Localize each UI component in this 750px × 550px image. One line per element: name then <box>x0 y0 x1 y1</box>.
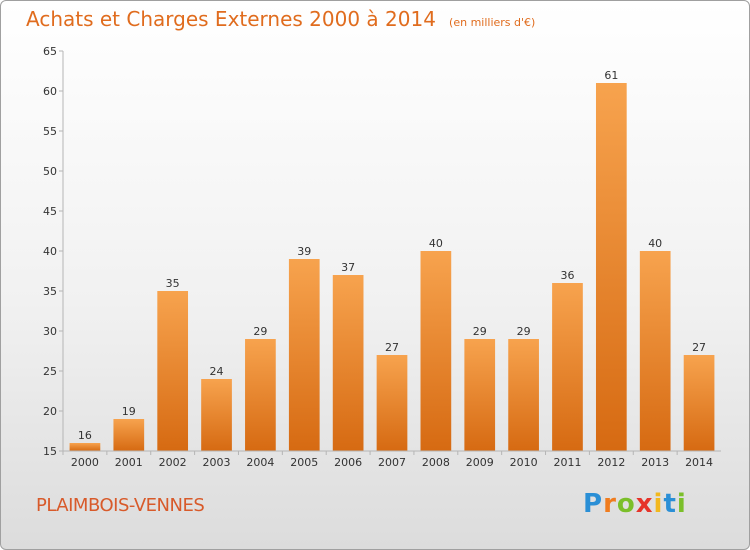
bar-value-label: 40 <box>429 237 443 250</box>
bar <box>288 259 320 451</box>
bar <box>201 379 232 451</box>
x-tick-label: 2002 <box>159 456 187 469</box>
bar-value-label: 27 <box>692 341 706 354</box>
bar <box>332 275 364 451</box>
proxiti-logo: Proxiti <box>583 489 687 519</box>
y-tick-label: 55 <box>43 125 57 138</box>
x-tick-label: 2001 <box>115 456 143 469</box>
y-tick-label: 25 <box>43 365 57 378</box>
bar <box>113 419 145 451</box>
y-tick-label: 15 <box>43 445 57 458</box>
x-tick-label: 2005 <box>290 456 318 469</box>
bar-value-label: 40 <box>648 237 662 250</box>
bar-value-label: 29 <box>517 325 531 338</box>
bar-value-label: 36 <box>560 269 574 282</box>
x-tick-label: 2013 <box>641 456 669 469</box>
x-tick-label: 2014 <box>685 456 713 469</box>
bar <box>464 339 496 451</box>
y-tick-label: 35 <box>43 285 57 298</box>
bar <box>639 251 671 451</box>
x-tick-label: 2010 <box>510 456 538 469</box>
bar <box>595 83 627 451</box>
x-tick-label: 2007 <box>378 456 406 469</box>
x-tick-label: 2011 <box>553 456 581 469</box>
chart-header: Achats et Charges Externes 2000 à 2014 (… <box>26 7 535 31</box>
y-tick-label: 30 <box>43 325 57 338</box>
bar-value-label: 27 <box>385 341 399 354</box>
bar <box>683 355 715 451</box>
y-tick-label: 60 <box>43 85 57 98</box>
bar <box>420 251 452 451</box>
logo-letter: x <box>635 489 654 519</box>
town-name: PLAIMBOIS-VENNES <box>36 495 205 516</box>
logo-letter: o <box>616 489 636 519</box>
bar <box>508 339 539 451</box>
x-tick-label: 2003 <box>203 456 231 469</box>
bars: 16 19 35 24 29 39 37 27 40 29 29 36 61 40 27 <box>69 69 715 451</box>
x-axis: 2000 2001 2002 2003 2004 2005 2006 2007 2008 2009… <box>62 450 721 469</box>
x-tick-label: 2000 <box>71 456 99 469</box>
logo-letter: P <box>583 489 604 519</box>
chart-subtitle: (en milliers d'€) <box>449 16 536 29</box>
logo-letter: r <box>603 489 617 519</box>
chart-title: Achats et Charges Externes 2000 à 2014 <box>26 7 436 31</box>
bar-value-label: 61 <box>604 69 618 82</box>
bar <box>552 283 583 451</box>
logo-letter: i <box>653 489 664 519</box>
y-axis: 15 20 25 30 35 40 45 50 55 60 65 <box>43 45 64 458</box>
bar-value-label: 29 <box>473 325 487 338</box>
x-tick-label: 2006 <box>334 456 362 469</box>
y-tick-label: 40 <box>43 245 57 258</box>
bar-value-label: 39 <box>297 245 311 258</box>
x-tick-label: 2004 <box>246 456 274 469</box>
bar <box>245 339 276 451</box>
logo-letter: i <box>676 489 687 519</box>
y-tick-label: 65 <box>43 45 57 58</box>
bar-value-label: 35 <box>166 277 180 290</box>
y-tick-label: 45 <box>43 205 57 218</box>
bar-value-label: 19 <box>122 405 136 418</box>
logo-letter: t <box>663 489 677 519</box>
x-tick-label: 2008 <box>422 456 450 469</box>
y-tick-label: 20 <box>43 405 57 418</box>
bar <box>157 291 189 451</box>
bar-value-label: 37 <box>341 261 355 274</box>
bar <box>69 443 101 451</box>
x-tick-label: 2009 <box>466 456 494 469</box>
bar-value-label: 29 <box>253 325 267 338</box>
x-tick-label: 2012 <box>597 456 625 469</box>
bar-value-label: 24 <box>210 365 224 378</box>
bar <box>376 355 408 451</box>
bar-value-label: 16 <box>78 429 92 442</box>
y-tick-label: 50 <box>43 165 57 178</box>
